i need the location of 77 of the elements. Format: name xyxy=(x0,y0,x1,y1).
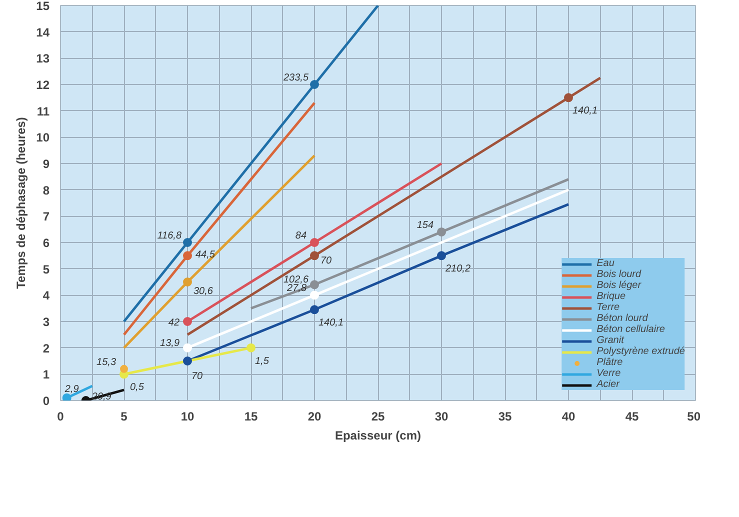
annotation: 13,9 xyxy=(160,338,180,349)
x-tick-label: 45 xyxy=(625,410,639,424)
annotation: 1,5 xyxy=(255,356,270,367)
x-tick-label: 30 xyxy=(434,410,448,424)
annotation: 210,2 xyxy=(444,264,471,275)
point xyxy=(183,356,192,366)
y-tick-label: 0 xyxy=(42,394,50,408)
point xyxy=(437,227,446,236)
legend-label: Acier xyxy=(596,379,620,390)
point xyxy=(120,364,128,373)
legend-label: Bois lourd xyxy=(596,269,642,280)
point xyxy=(564,93,573,102)
point xyxy=(310,80,319,89)
legend-label: Béton lourd xyxy=(596,313,648,324)
y-tick-label: 14 xyxy=(36,25,50,40)
legend-label: Eau xyxy=(596,258,616,269)
annotation: 116,8 xyxy=(157,230,182,242)
legend-label: Brique xyxy=(596,291,626,302)
x-tick-label: 25 xyxy=(371,410,385,424)
point xyxy=(183,278,192,286)
y-tick-label: 8 xyxy=(42,183,50,198)
legend-label: Béton cellulaire xyxy=(596,324,665,335)
point xyxy=(310,290,319,300)
x-axis-title: Epaisseur (cm) xyxy=(334,428,422,442)
y-tick-label: 6 xyxy=(42,236,50,250)
point xyxy=(310,251,319,260)
y-axis-title: Temps de déphasage (heures) xyxy=(14,117,28,289)
annotation: 42 xyxy=(168,318,180,328)
legend-label: Polystyrène extrudé xyxy=(596,346,685,357)
x-tick-label: 15 xyxy=(244,410,258,424)
point xyxy=(183,238,192,247)
y-tick-label: 3 xyxy=(42,315,50,329)
annotation: 30,6 xyxy=(194,286,214,297)
y-tick-label: 1 xyxy=(42,368,50,382)
y-tick-label: 7 xyxy=(42,210,50,224)
annotation: 140,1 xyxy=(318,318,344,329)
x-tick-label: 5 xyxy=(120,410,128,424)
annotation: 84 xyxy=(295,230,307,242)
y-tick-label: 4 xyxy=(42,288,50,303)
line-series xyxy=(250,178,570,310)
legend-label: Plâtre xyxy=(596,357,623,368)
annotation: 233,5 xyxy=(282,72,309,84)
y-tick-label: 12 xyxy=(36,78,50,92)
annotation: 15,3 xyxy=(96,356,116,368)
y-tick-label: 10 xyxy=(36,130,50,145)
x-tick-label: 50 xyxy=(687,410,701,424)
legend-label: Terre xyxy=(596,302,620,313)
annotation: 70 xyxy=(320,256,332,267)
y-tick-label: 15 xyxy=(36,0,50,13)
y-tick-label: 5 xyxy=(42,262,50,276)
y-tick-label: 11 xyxy=(36,104,50,118)
annotation: 0,5 xyxy=(130,382,144,394)
legend-label: Granit xyxy=(596,335,624,346)
point xyxy=(310,238,319,247)
annotation: 70 xyxy=(192,371,204,382)
point xyxy=(310,280,319,290)
y-tick-label: 13 xyxy=(36,52,50,66)
x-tick-label: 20 xyxy=(308,410,322,424)
x-tick-label: 10 xyxy=(180,410,194,424)
annotation: 154 xyxy=(416,220,434,231)
y-tick-label: 9 xyxy=(42,157,50,171)
x-tick-label: 0 xyxy=(57,410,64,424)
point xyxy=(183,343,192,352)
point xyxy=(310,305,319,314)
annotation: 2,9 xyxy=(64,384,80,395)
legend-label: Verre xyxy=(596,368,621,379)
point xyxy=(183,251,192,260)
annotation: 140,1 xyxy=(572,106,598,117)
point xyxy=(437,251,446,260)
annotation: 27,8 xyxy=(286,283,307,294)
x-tick-label: 35 xyxy=(498,410,512,424)
y-tick-label: 2 xyxy=(42,341,50,356)
point xyxy=(62,393,72,400)
legend-label: Bois léger xyxy=(596,280,642,291)
x-tick-label: 40 xyxy=(562,410,576,424)
point xyxy=(183,317,192,326)
point xyxy=(246,343,256,352)
